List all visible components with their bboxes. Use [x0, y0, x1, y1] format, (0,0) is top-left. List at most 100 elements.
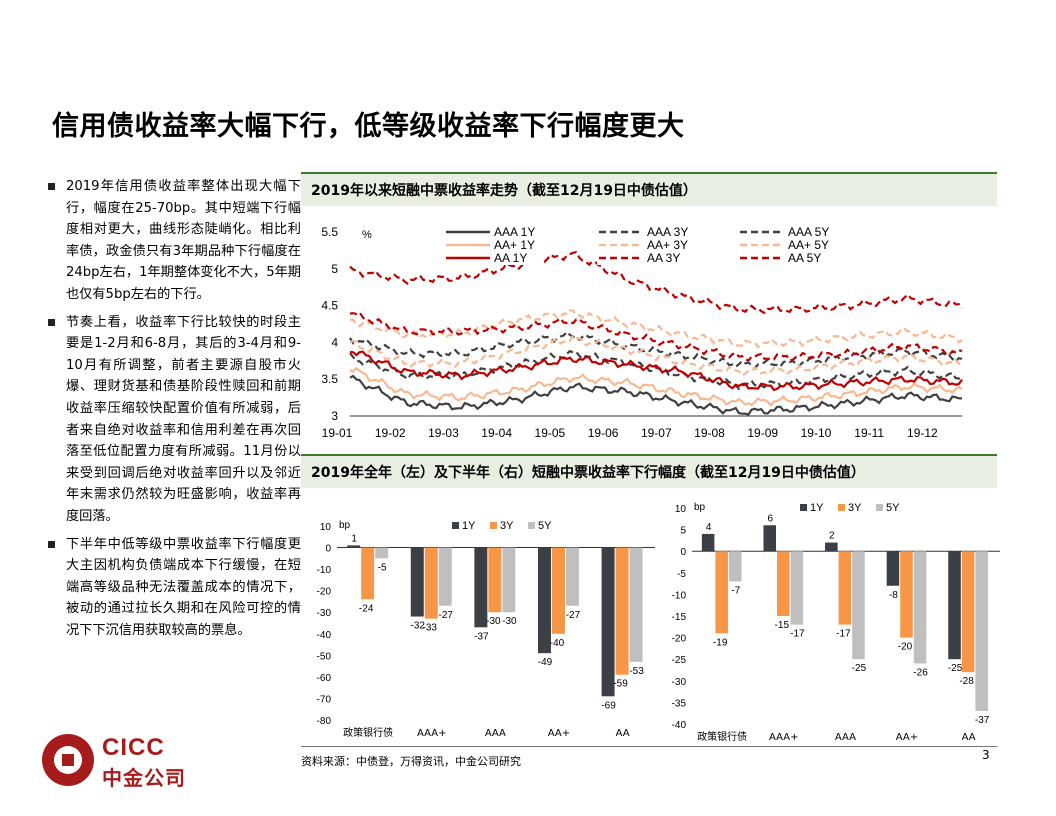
bar-5y: [375, 547, 389, 559]
category-label: AAA+: [769, 732, 798, 743]
data-label: -59: [613, 679, 628, 690]
bar-1y: [886, 551, 900, 586]
data-label: -40: [550, 638, 565, 649]
bar-5y: [728, 551, 742, 582]
y-axis-unit: bp: [339, 520, 351, 531]
y-tick-label: 4: [331, 335, 338, 349]
legend-label: AA 1Y: [494, 251, 527, 265]
bar-1y: [474, 547, 488, 628]
y-tick-label: -25: [672, 655, 687, 666]
y-axis-unit: %: [362, 229, 372, 241]
data-label: -8: [889, 590, 898, 601]
y-tick-label: -40: [672, 720, 687, 731]
x-tick-label: 19-10: [801, 426, 832, 440]
legend-label: AAA 1Y: [494, 225, 535, 239]
legend-background: [597, 252, 697, 265]
y-tick-label: -10: [317, 565, 332, 576]
y-tick-label: 3: [331, 409, 338, 423]
x-tick-label: 19-12: [907, 426, 938, 440]
data-label: -26: [913, 668, 928, 679]
bar-chart-header: 2019年全年（左）及下半年（右）短融中票收益率下行幅度（截至12月19日中债估…: [301, 454, 997, 488]
y-tick-label: 5: [331, 262, 338, 276]
y-tick-label: -30: [672, 677, 687, 688]
data-label: -37: [975, 715, 990, 726]
y-tick-label: -70: [317, 694, 332, 705]
bullet-list: 2019年信用债收益率整体出现大幅下行，幅度在25-70bp。其中短端下行幅度相…: [46, 176, 301, 647]
data-label: -32: [411, 621, 426, 632]
y-tick-label: 4.5: [321, 299, 338, 313]
x-tick-label: 19-06: [588, 426, 619, 440]
line-series-aa-5y: [349, 250, 963, 315]
category-label: AAA: [485, 728, 506, 739]
category-label: AAA+: [417, 728, 446, 739]
data-label: -69: [601, 700, 616, 711]
y-tick-label: -40: [317, 630, 332, 641]
legend-background: [738, 226, 838, 239]
data-label: -37: [474, 631, 489, 642]
data-label: 6: [767, 513, 773, 524]
bullet-text: 节奏上看，收益率下行比较快的时段主要是1-2月和6-8月，其后的3-4月和9-1…: [66, 314, 301, 524]
bar-3y: [615, 547, 629, 675]
y-tick-label: -15: [672, 612, 687, 623]
x-tick-label: 19-09: [747, 426, 778, 440]
logo-text-cn: 中金公司: [102, 766, 186, 790]
legend-label: AAA 5Y: [788, 225, 829, 239]
data-label: -33: [423, 623, 438, 634]
bullet-item: 节奏上看，收益率下行比较快的时段主要是1-2月和6-8月，其后的3-4月和9-1…: [46, 312, 301, 528]
y-tick-label: -35: [672, 698, 687, 709]
bar-5y: [502, 547, 516, 613]
bar-3y: [838, 551, 852, 625]
bullet-marker: [48, 183, 55, 190]
legend-swatch: [452, 522, 459, 529]
data-label: -17: [836, 629, 851, 640]
legend-label: 1Y: [810, 502, 824, 514]
bar-3y: [961, 551, 975, 673]
category-label: AA+: [548, 728, 570, 739]
legend-swatch: [838, 504, 845, 511]
bar-5y: [913, 551, 927, 664]
line-series-aaa-3y: [349, 349, 963, 391]
category-label: 政策银行债: [697, 730, 747, 743]
bar-3y: [361, 547, 375, 600]
category-label: AA: [962, 732, 976, 743]
y-tick-label: -80: [317, 716, 332, 727]
legend-label: AA 5Y: [788, 251, 821, 265]
legend-label: 5Y: [538, 520, 552, 532]
bullet-marker: [48, 540, 55, 548]
bar-1y: [410, 547, 424, 617]
line-series-aaa-1y: [349, 374, 963, 416]
category-label: AAA: [835, 732, 856, 743]
y-tick-label: 0: [325, 544, 331, 555]
x-tick-label: 19-02: [375, 426, 406, 440]
page-title: 信用债收益率大幅下行，低等级收益率下行幅度更大: [52, 111, 685, 142]
data-label: -49: [538, 657, 553, 668]
data-label: -25: [852, 663, 867, 674]
x-tick-label: 19-05: [535, 426, 566, 440]
bar-3y: [488, 547, 502, 613]
bullet-item: 下半年中低等级中票收益率下行幅度更大主因机构负债端成本下行缓慢，在短端高等级品种…: [46, 534, 301, 642]
x-tick-label: 19-04: [481, 426, 512, 440]
bullet-item: 2019年信用债收益率整体出现大幅下行，幅度在25-70bp。其中短端下行幅度相…: [46, 176, 301, 306]
legend-label: 3Y: [848, 502, 862, 514]
legend-swatch: [528, 522, 535, 529]
legend-label: AA+ 5Y: [788, 238, 829, 252]
data-label: -27: [566, 610, 581, 621]
line-series-aa-1y: [349, 366, 963, 407]
logo-text-en: CICC: [102, 734, 165, 761]
data-label: -17: [790, 629, 805, 640]
line-series-aa-1y: [349, 350, 963, 392]
legend-label: AA 3Y: [647, 251, 680, 265]
y-tick-label: -30: [317, 608, 332, 619]
x-tick-label: 19-08: [694, 426, 725, 440]
bullet-text: 下半年中低等级中票收益率下行幅度更大主因机构负债端成本下行缓慢，在短端高等级品种…: [66, 536, 301, 638]
bar-1y: [948, 551, 961, 660]
data-label: 4: [706, 522, 712, 533]
bar-3y: [715, 551, 728, 634]
legend-background: [597, 226, 697, 239]
category-label: AA+: [896, 732, 918, 743]
bar-3y: [900, 551, 913, 638]
data-label: -24: [359, 603, 374, 614]
legend-label: AAA 3Y: [647, 225, 688, 239]
legend-background: [444, 252, 544, 265]
